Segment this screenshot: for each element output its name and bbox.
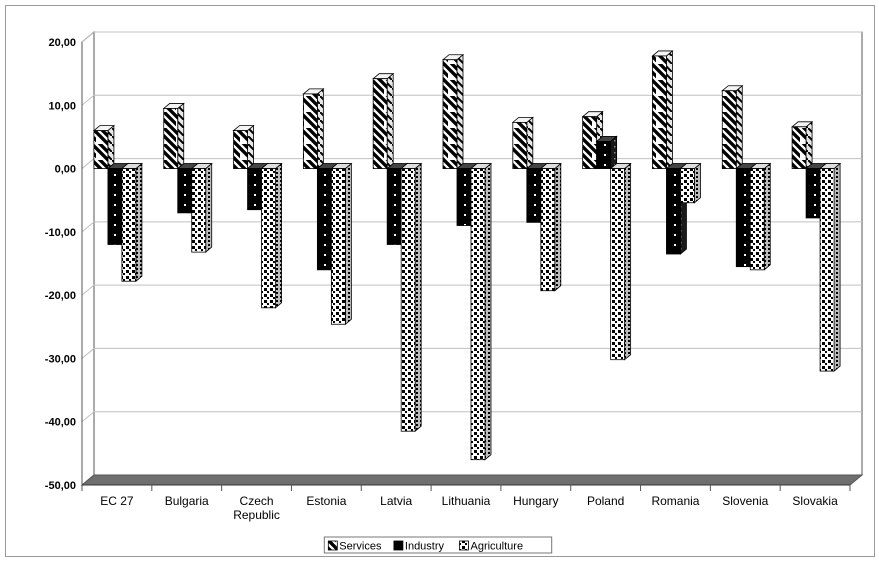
y-tick-label: 20,00 <box>48 37 76 49</box>
bar-services <box>581 110 604 170</box>
bar-services <box>162 102 185 170</box>
x-tick-label: Poland <box>587 494 624 508</box>
x-tick-label: Slovakia <box>792 494 838 508</box>
bar-agriculture <box>609 162 632 361</box>
y-tick-label: -30,00 <box>45 353 76 365</box>
bar-services <box>302 88 325 170</box>
bar-services <box>651 50 674 170</box>
bar-agriculture <box>818 162 842 372</box>
gridline <box>81 31 862 43</box>
x-tick-label: Slovenia <box>722 494 768 508</box>
legend-label-services: Services <box>339 541 382 553</box>
x-tick-label: Estonia <box>306 494 346 508</box>
x-tick-label: Bulgaria <box>165 494 209 508</box>
gridline <box>81 94 862 106</box>
x-axis: EC 27 Bulgaria Czech Republic Estonia Latvia L… <box>81 485 851 522</box>
legend-swatch-agriculture <box>459 540 469 551</box>
bar-services <box>511 116 534 170</box>
bar-agriculture <box>469 162 493 461</box>
y-tick-label: 10,00 <box>48 100 76 112</box>
gridline <box>81 411 862 423</box>
floor-slab <box>80 474 864 486</box>
bar-services <box>790 120 814 170</box>
x-tick-label: Hungary <box>513 494 558 508</box>
x-tick-label: Lithuania <box>442 494 491 508</box>
bar-agriculture <box>679 162 702 204</box>
bar-agriculture <box>539 162 562 292</box>
bar-services <box>441 53 465 170</box>
bar-agriculture <box>400 162 423 433</box>
gridlines <box>81 31 862 486</box>
gridline <box>81 347 862 359</box>
y-tick-label: -20,00 <box>45 290 76 302</box>
legend-label-industry: Industry <box>405 541 445 553</box>
y-tick-label: 0,00 <box>55 164 76 176</box>
legend-label-agriculture: Agriculture <box>471 541 524 553</box>
y-tick-label: -40,00 <box>45 417 76 429</box>
gridline <box>81 221 862 233</box>
bar-services <box>372 72 395 170</box>
legend: Services Industry Agriculture <box>323 536 553 554</box>
bar-services <box>721 84 744 170</box>
legend-swatch-industry <box>393 540 404 551</box>
bar-agriculture <box>260 162 283 309</box>
legend-box <box>323 536 553 554</box>
bar-agriculture <box>120 162 144 283</box>
legend-swatch-services <box>327 540 338 551</box>
bar-agriculture <box>749 162 772 271</box>
x-tick-label: Latvia <box>380 494 412 508</box>
bars <box>92 50 842 461</box>
y-tick-label: -10,00 <box>45 227 76 239</box>
x-tick-label: Romania <box>651 494 699 508</box>
y-axis: -50,00 -40,00 -30,00 -20,00 -10,00 0,00 10,00 2… <box>45 37 83 492</box>
plot-floor <box>80 474 864 486</box>
gridline <box>81 284 862 296</box>
bar-agriculture <box>190 162 213 253</box>
x-tick-label: EC 27 <box>100 494 134 508</box>
x-tick-label: Czech Republic <box>233 494 280 522</box>
bar-agriculture <box>330 162 353 326</box>
bar-industry <box>595 135 618 170</box>
bar-services <box>232 124 255 170</box>
y-tick-label: -50,00 <box>45 480 76 492</box>
bar-services <box>92 124 116 170</box>
